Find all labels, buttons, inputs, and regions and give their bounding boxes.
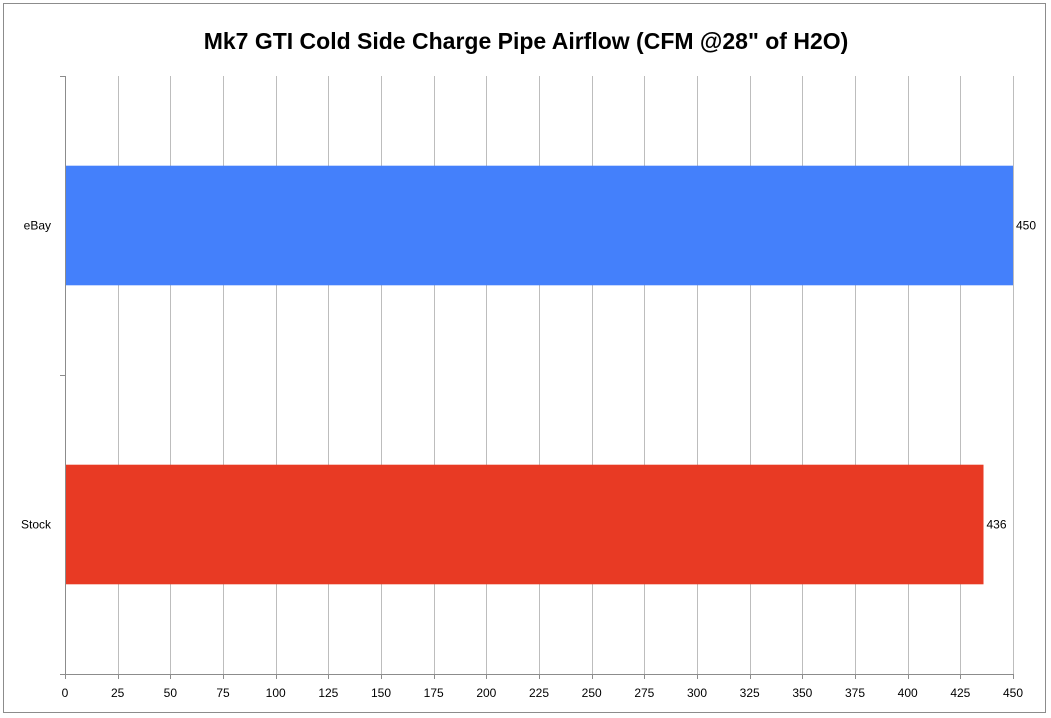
bars [66, 165, 1013, 585]
x-tick-label: 75 [216, 686, 230, 700]
labels: 0 25 50 75 100 125 150 175 200 225 250 275 300 325 350… [21, 219, 1036, 701]
x-tick-label: 175 [424, 686, 444, 700]
bar-stock [66, 464, 984, 585]
category-label: Stock [21, 518, 52, 532]
x-tick-label: 125 [318, 686, 338, 700]
category-label: eBay [24, 219, 51, 233]
x-tick-label: 325 [740, 686, 760, 700]
x-tick-label: 150 [371, 686, 391, 700]
axes [60, 76, 1014, 679]
x-tick-label: 275 [634, 686, 654, 700]
chart-frame [3, 3, 1046, 713]
x-tick-label: 400 [898, 686, 918, 700]
x-tick-label: 425 [950, 686, 970, 700]
data-label: 436 [987, 518, 1007, 532]
x-tick-label: 375 [845, 686, 865, 700]
x-tick-label: 450 [1003, 686, 1023, 700]
x-tick-label: 100 [266, 686, 286, 700]
x-tick-label: 0 [62, 686, 69, 700]
x-tick-label: 300 [687, 686, 707, 700]
x-tick-label: 25 [111, 686, 125, 700]
bar-ebay [66, 165, 1013, 286]
x-tick-label: 350 [792, 686, 812, 700]
data-label: 450 [1016, 219, 1036, 233]
x-tick-label: 250 [582, 686, 602, 700]
x-tick-label: 50 [164, 686, 178, 700]
x-tick-label: 225 [529, 686, 549, 700]
chart-title: Mk7 GTI Cold Side Charge Pipe Airflow (C… [204, 28, 849, 54]
x-tick-label: 200 [476, 686, 496, 700]
